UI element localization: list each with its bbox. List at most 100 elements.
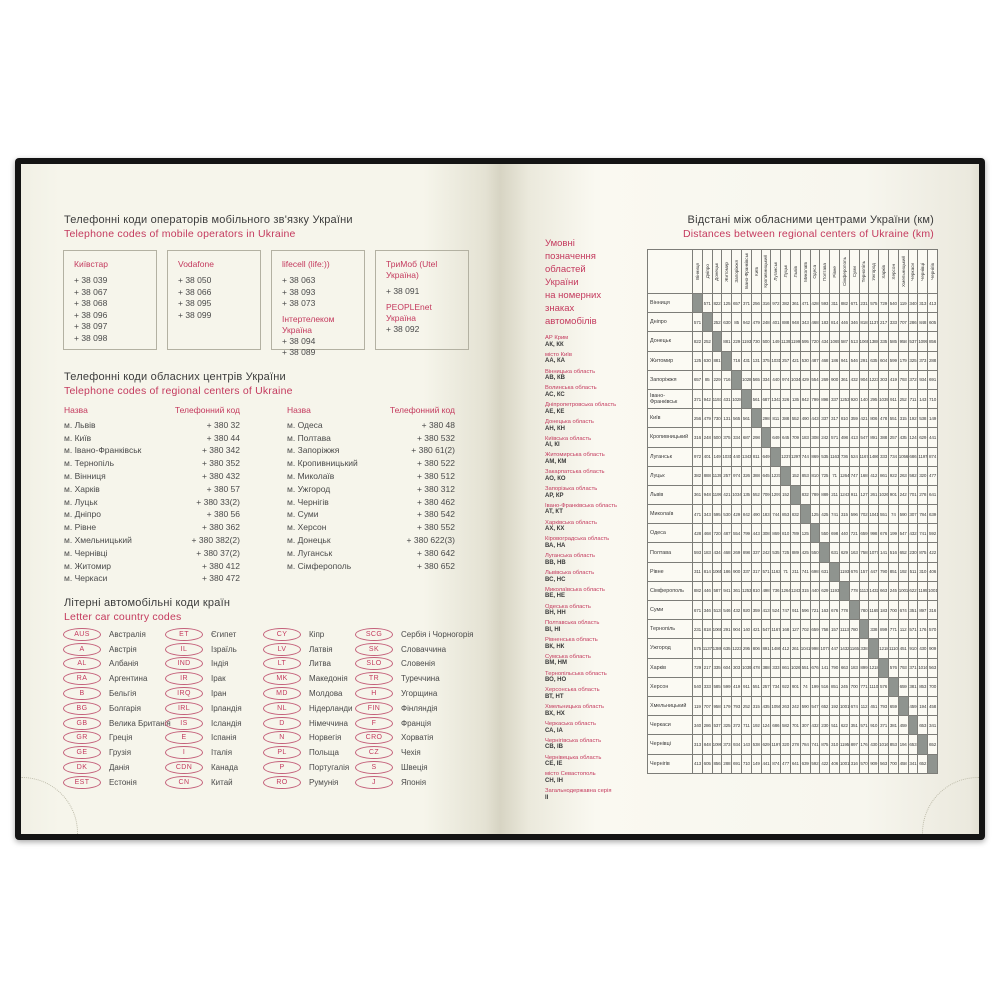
distance-diagonal-cell xyxy=(770,446,782,467)
distance-value-cell: 810 xyxy=(780,523,791,544)
city-phone-code: + 380 642 xyxy=(416,547,455,558)
distance-value-cell: 710 xyxy=(740,753,752,774)
car-code-country: Литва xyxy=(309,659,331,669)
distance-value-cell: 698 xyxy=(809,561,821,582)
distance-value-cell: 291 xyxy=(721,619,733,640)
distance-value-cell: 1165 xyxy=(848,638,860,659)
distance-value-cell: 910 xyxy=(907,638,919,659)
mobile-codes-title-en: Telephone codes of mobile operators in U… xyxy=(64,228,296,240)
distance-value-cell: 131 xyxy=(750,350,762,371)
distance-value-cell: 337 xyxy=(750,542,762,563)
distance-table-column-header: Сімферополь xyxy=(838,249,850,294)
legend-entry: Рівненська область ВК, НК xyxy=(545,637,643,650)
distance-value-cell: 152 xyxy=(780,484,791,506)
city-phone-code: + 380 362 xyxy=(201,522,240,533)
distance-value-cell: 176 xyxy=(858,734,870,755)
legend-title-line: автомобілів xyxy=(545,316,597,327)
distance-value-cell: 140 xyxy=(858,388,870,410)
city-name: м. Київ xyxy=(64,432,92,443)
distance-diagonal-cell xyxy=(692,292,703,314)
distance-value-cell: 192 xyxy=(750,715,762,736)
distance-value-cell: 630 xyxy=(721,312,733,333)
legend-title-line: позначення xyxy=(545,251,596,262)
distance-value-cell: 459 xyxy=(897,715,909,736)
distance-table-column-header: Ужгород xyxy=(868,249,880,294)
distance-value-cell: 547 xyxy=(760,619,772,640)
city-name: м. Херсон xyxy=(287,522,327,533)
distance-value-cell: 676 xyxy=(848,561,860,582)
distance-value-cell: 340 xyxy=(692,715,703,736)
regional-code-row: м. Донецьк + 380 622(3) xyxy=(287,534,455,547)
car-code-item: P Португалія xyxy=(263,760,355,775)
legend-entry: Чернігівська область СВ, ІВ xyxy=(545,738,643,751)
distance-value-cell: 242 xyxy=(819,427,831,448)
distance-diagonal-cell xyxy=(819,542,831,563)
city-phone-code: + 380 352 xyxy=(201,458,240,469)
distance-value-cell: 882 xyxy=(692,580,703,602)
legend-entry: Житомирська область АМ, КМ xyxy=(545,452,643,465)
distance-value-cell: 307 xyxy=(799,715,811,736)
distance-value-cell: 910 xyxy=(868,715,880,736)
distance-value-cell: 1432 xyxy=(868,580,880,602)
distance-value-cell: 721 xyxy=(848,523,860,544)
distance-value-cell: 972 xyxy=(770,292,782,314)
distance-value-cell: 1099 xyxy=(711,734,723,755)
distance-value-cell: 652 xyxy=(927,734,938,755)
distance-value-cell: 1031 xyxy=(770,350,782,371)
distance-value-cell: 622 xyxy=(838,715,850,736)
distance-table-column-header: Миколаїв xyxy=(799,249,811,294)
row-city-name: Дніпро xyxy=(647,312,693,333)
operator-name: Київстар xyxy=(74,259,108,269)
car-codes-column: AUS Австралія A Австрія AL Албанія RA Аргентина… xyxy=(63,627,171,790)
regional-code-row: м. Чернігів + 380 462 xyxy=(287,496,455,509)
distance-value-cell: 315 xyxy=(750,695,762,717)
distance-value-cell: 471 xyxy=(799,292,811,314)
car-code-item: AL Албанія xyxy=(63,657,165,672)
distance-value-cell: 874 xyxy=(770,753,782,774)
distance-value-cell: 734 xyxy=(770,676,782,697)
operator-code: + 38 093 xyxy=(282,286,316,297)
distance-value-cell: 998 xyxy=(868,523,880,544)
distance-value-cell: 316 xyxy=(760,292,772,314)
distance-value-cell: 412 xyxy=(868,465,880,486)
distance-value-cell: 1026 xyxy=(789,657,801,678)
legend-region-codes: ВІ, НІ xyxy=(545,626,561,633)
distance-value-cell: 554 xyxy=(731,523,742,544)
car-code-country: Китай xyxy=(211,777,233,787)
car-code-oval: H xyxy=(355,687,393,701)
distance-value-cell: 747 xyxy=(848,465,860,486)
distance-value-cell: 897 xyxy=(917,599,929,621)
city-name: м. Львів xyxy=(64,419,96,430)
city-phone-code: + 380 37(2) xyxy=(196,547,240,558)
distance-table-row: Івано-Франківськ 371 942 1193 431 1028 561 687 1… xyxy=(647,388,938,410)
distance-value-cell: 571 xyxy=(692,312,703,333)
row-city-name: Полтава xyxy=(647,542,693,563)
car-code-oval: S xyxy=(355,761,393,775)
car-code-item: IL Ізраїль xyxy=(165,642,263,657)
distance-value-cell: 707 xyxy=(701,695,713,717)
distance-value-cell: 851 xyxy=(887,561,899,582)
distance-table-row: Харків 729 217 335 604 303 1039 478 388 333 861 102… xyxy=(647,657,938,678)
distance-diagonal-cell xyxy=(711,331,723,352)
distance-value-cell: 530 xyxy=(721,504,733,525)
legend-region-codes: АІ, КІ xyxy=(545,442,560,449)
distance-value-cell: 741 xyxy=(917,523,929,544)
regional-code-row: м. Житомир + 380 412 xyxy=(64,560,240,573)
distance-value-cell: 649 xyxy=(760,446,772,467)
legend-region-codes: ВМ, НМ xyxy=(545,660,567,667)
distance-value-cell: 901 xyxy=(887,484,899,506)
distance-value-cell: 789 xyxy=(789,523,801,544)
distance-table-row: Суми 671 346 513 546 432 920 359 413 524 747 911 596… xyxy=(647,599,938,621)
city-name: м. Одеса xyxy=(287,419,323,430)
corner-perforation-right xyxy=(922,777,979,834)
car-code-oval: IL xyxy=(165,642,203,656)
distance-value-cell: 149 xyxy=(711,446,723,467)
city-phone-code: + 380 382(2) xyxy=(191,534,240,545)
regional-code-row: м. Кропивницький + 380 522 xyxy=(287,457,455,470)
distance-value-cell: 814 xyxy=(701,561,713,582)
legend-region-name: Харківська область xyxy=(545,519,598,526)
distance-value-cell: 1056 xyxy=(897,446,909,467)
car-code-oval: PL xyxy=(263,746,301,760)
regional-code-row: м. Запоріжжя + 380 61(2) xyxy=(287,444,455,457)
distance-value-cell: 653 xyxy=(917,715,929,736)
